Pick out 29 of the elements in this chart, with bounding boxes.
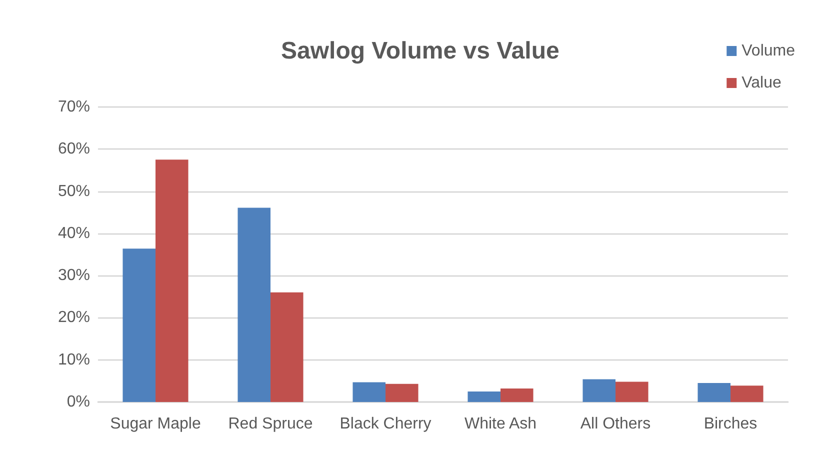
bar (698, 383, 730, 402)
bar (616, 382, 648, 402)
x-tick-label: Birches (704, 416, 758, 432)
x-tick-label: Black Cherry (340, 416, 432, 432)
bar (352, 382, 386, 402)
y-tick-label: 20% (58, 309, 90, 326)
x-tick-label: Red Spruce (228, 416, 313, 432)
x-tick-label: All Others (580, 416, 651, 432)
bar (238, 208, 270, 402)
bar (730, 386, 764, 402)
y-tick-label: 40% (58, 224, 90, 242)
y-tick-label: 0% (66, 394, 90, 410)
y-tick-label: 70% (58, 98, 90, 116)
y-tick-label: 10% (58, 351, 90, 368)
bar (386, 384, 418, 402)
bar (500, 388, 534, 402)
x-tick-label: Sugar Maple (110, 416, 201, 432)
bar (582, 379, 616, 402)
y-tick-label: 60% (58, 140, 90, 158)
chart-title: Sawlog Volume vs Value (281, 38, 560, 64)
x-tick-label: White Ash (464, 416, 537, 432)
bar (122, 248, 156, 402)
bar (270, 292, 304, 402)
legend-label: Volume (742, 42, 796, 60)
y-tick-label: 30% (58, 267, 90, 284)
y-tick-label: 50% (58, 182, 90, 200)
legend-label: Value (742, 74, 782, 92)
bar (468, 391, 500, 402)
bar (156, 160, 188, 402)
